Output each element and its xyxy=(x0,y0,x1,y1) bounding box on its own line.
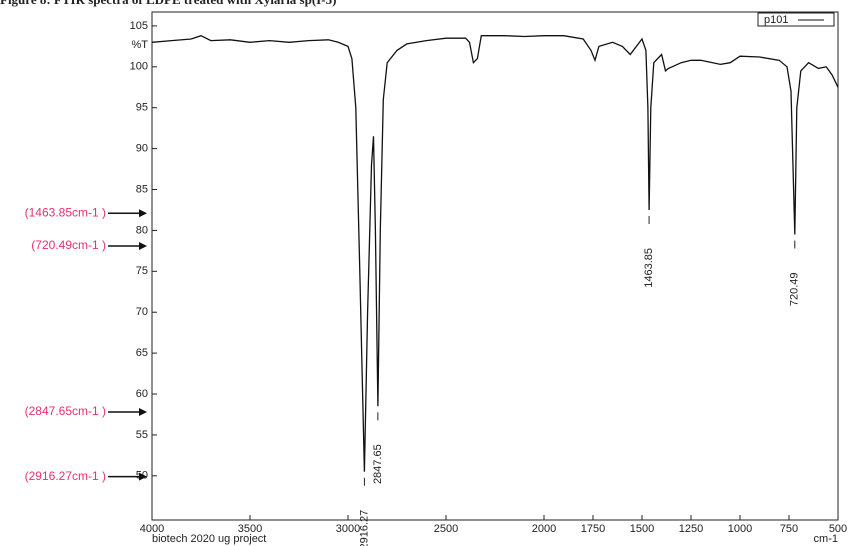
y-tick-label: 100 xyxy=(130,61,148,73)
y-tick-label: 95 xyxy=(136,102,148,114)
x-tick-label: 1750 xyxy=(581,523,605,535)
y-tick-label: 75 xyxy=(136,265,148,277)
y-tick-label: 85 xyxy=(136,183,148,195)
arrow-label: (1463.85cm-1 ) xyxy=(25,205,106,219)
arrow-label: (720.49cm-1 ) xyxy=(31,238,106,252)
arrow-head xyxy=(139,241,147,250)
y-tick-label: 55 xyxy=(136,429,148,441)
y-tick-label: 60 xyxy=(136,388,148,400)
peak-label: 2916.27 xyxy=(358,510,370,546)
y-tick-label: 80 xyxy=(136,224,148,236)
y-tick-label: 90 xyxy=(136,143,148,155)
legend-box xyxy=(757,12,835,27)
peak-label: 2847.65 xyxy=(372,444,384,484)
peak-label: 1463.85 xyxy=(643,248,655,288)
x-tick-label: 1250 xyxy=(679,523,703,535)
x-tick-label: 1000 xyxy=(728,523,752,535)
x-axis-label: cm-1 xyxy=(814,533,838,545)
arrow-label: (2847.65cm-1 ) xyxy=(25,404,106,418)
footer: biotech 2020 ug project xyxy=(152,533,266,545)
x-tick-label: 4000 xyxy=(140,523,164,535)
x-tick-label: 2500 xyxy=(434,523,458,535)
y-tick-label: 105 xyxy=(130,20,148,32)
peak-label: 720.49 xyxy=(789,273,801,307)
arrow-label: (2916.27cm-1 ) xyxy=(25,469,106,483)
y-tick-label: 70 xyxy=(136,306,148,318)
legend-label: p101 xyxy=(764,14,788,26)
plot-frame xyxy=(151,11,839,521)
x-tick-label: 1500 xyxy=(630,523,654,535)
x-tick-label: 3000 xyxy=(336,523,360,535)
x-tick-label: 2000 xyxy=(532,523,556,535)
arrow-head xyxy=(139,209,147,218)
y-axis-label: %T xyxy=(132,39,149,51)
arrow-head xyxy=(139,472,147,481)
x-tick-label: 750 xyxy=(780,523,798,535)
x-tick-label: 3500 xyxy=(238,523,262,535)
arrow-head xyxy=(139,408,147,417)
x-tick-label: 500 xyxy=(829,523,847,535)
chart-title: Figure 8: FTIR spectra of LDPE treated w… xyxy=(0,0,336,7)
spectrum-line xyxy=(151,34,839,472)
y-tick-label: 65 xyxy=(136,347,148,359)
